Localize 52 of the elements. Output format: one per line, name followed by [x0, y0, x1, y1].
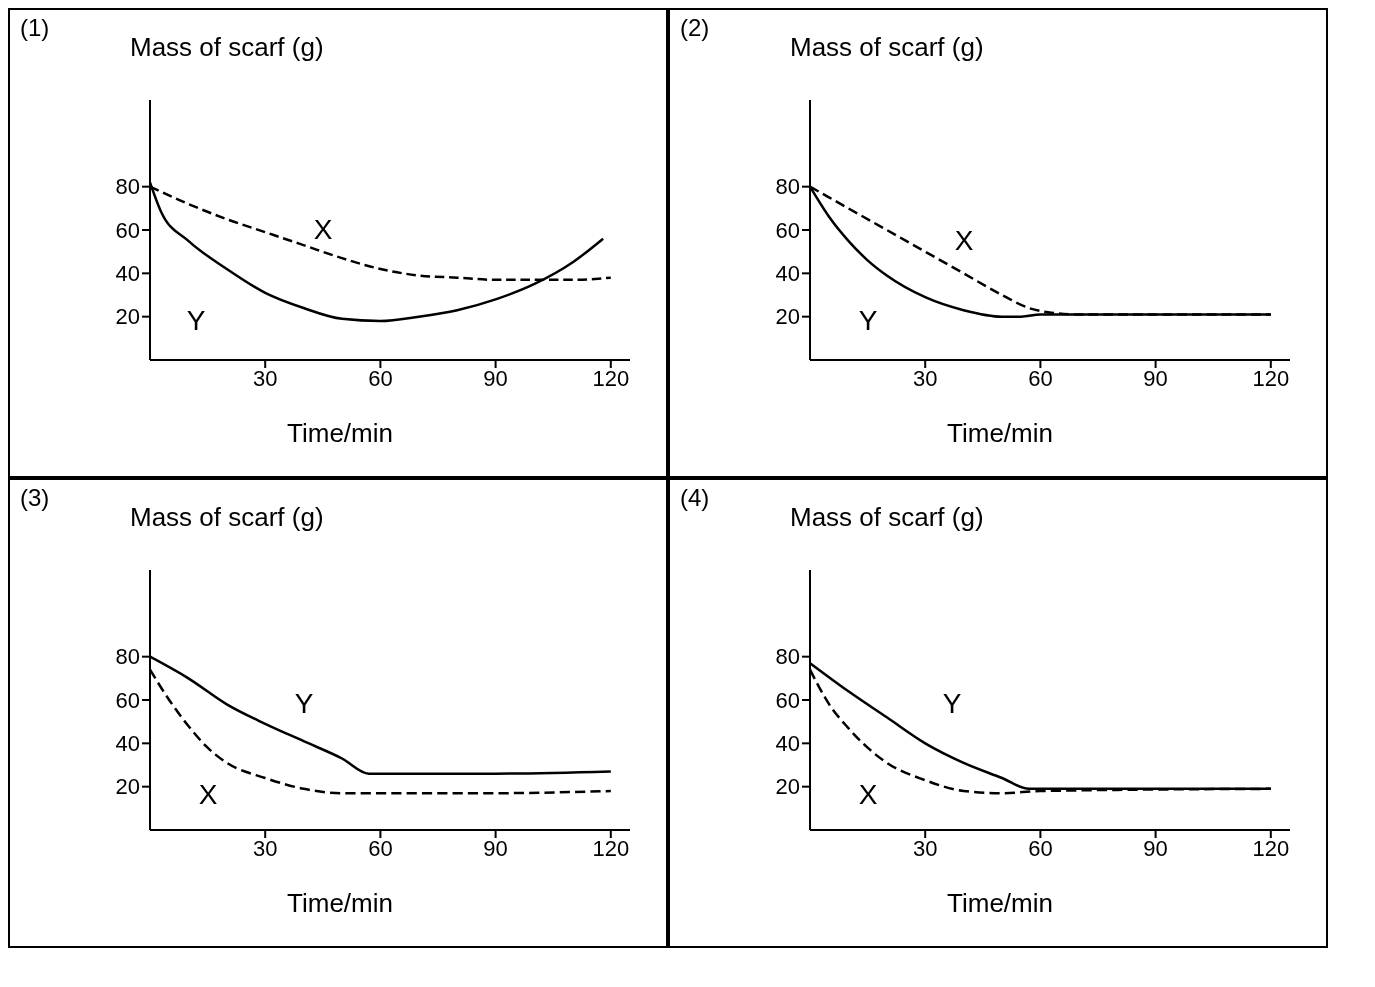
y-tick-label: 80	[115, 174, 140, 200]
x-tick-label: 30	[912, 365, 938, 391]
x-tick-label: 60	[368, 365, 393, 391]
x-tick-label: 60	[368, 835, 393, 861]
series-label: X	[858, 779, 878, 811]
series-label: X	[313, 214, 333, 246]
x-tick-label: 120	[592, 835, 630, 861]
chart-title: (3)	[20, 484, 50, 512]
series-label: Y	[186, 305, 206, 337]
x-tick-label: 120	[1252, 835, 1290, 861]
x-tick-label: 90	[483, 365, 508, 391]
x-tick-label: 120	[1252, 365, 1290, 391]
y-axis-title: Mass of scarf (g)	[790, 32, 984, 63]
x-tick-label: 60	[1028, 835, 1053, 861]
series-label: Y	[858, 305, 878, 337]
x-tick-label: 90	[483, 835, 508, 861]
x-tick-label: 30	[252, 835, 278, 861]
y-tick-label: 80	[775, 644, 800, 670]
x-axis-title: Time/min	[286, 418, 394, 449]
x-tick-label: 30	[912, 835, 938, 861]
x-axis-title: Time/min	[946, 418, 1054, 449]
y-tick-label: 40	[115, 261, 140, 287]
y-tick-label: 40	[775, 731, 800, 757]
y-tick-label: 60	[115, 687, 140, 713]
y-tick-label: 20	[775, 774, 800, 800]
x-tick-label: 30	[252, 365, 278, 391]
y-tick-label: 80	[115, 644, 140, 670]
y-axis-title: Mass of scarf (g)	[130, 502, 324, 533]
y-tick-label: 60	[775, 217, 800, 243]
x-tick-label: 120	[592, 365, 630, 391]
series-label: Y	[942, 688, 962, 720]
y-axis-title: Mass of scarf (g)	[790, 502, 984, 533]
x-axis-title: Time/min	[946, 888, 1054, 919]
y-tick-label: 60	[115, 217, 140, 243]
y-tick-label: 20	[775, 304, 800, 330]
series-label: X	[954, 225, 974, 257]
x-axis-title: Time/min	[286, 888, 394, 919]
y-tick-label: 40	[775, 261, 800, 287]
y-tick-label: 20	[115, 304, 140, 330]
y-tick-label: 20	[115, 774, 140, 800]
y-axis-title: Mass of scarf (g)	[130, 32, 324, 63]
series-label: X	[198, 779, 218, 811]
x-tick-label: 60	[1028, 365, 1053, 391]
series-label: Y	[294, 688, 314, 720]
y-tick-label: 80	[775, 174, 800, 200]
x-tick-label: 90	[1143, 835, 1168, 861]
y-tick-label: 40	[115, 731, 140, 757]
chart-title: (4)	[680, 484, 710, 512]
chart-title: (1)	[20, 14, 50, 42]
y-tick-label: 60	[775, 687, 800, 713]
x-tick-label: 90	[1143, 365, 1168, 391]
chart-title: (2)	[680, 14, 710, 42]
